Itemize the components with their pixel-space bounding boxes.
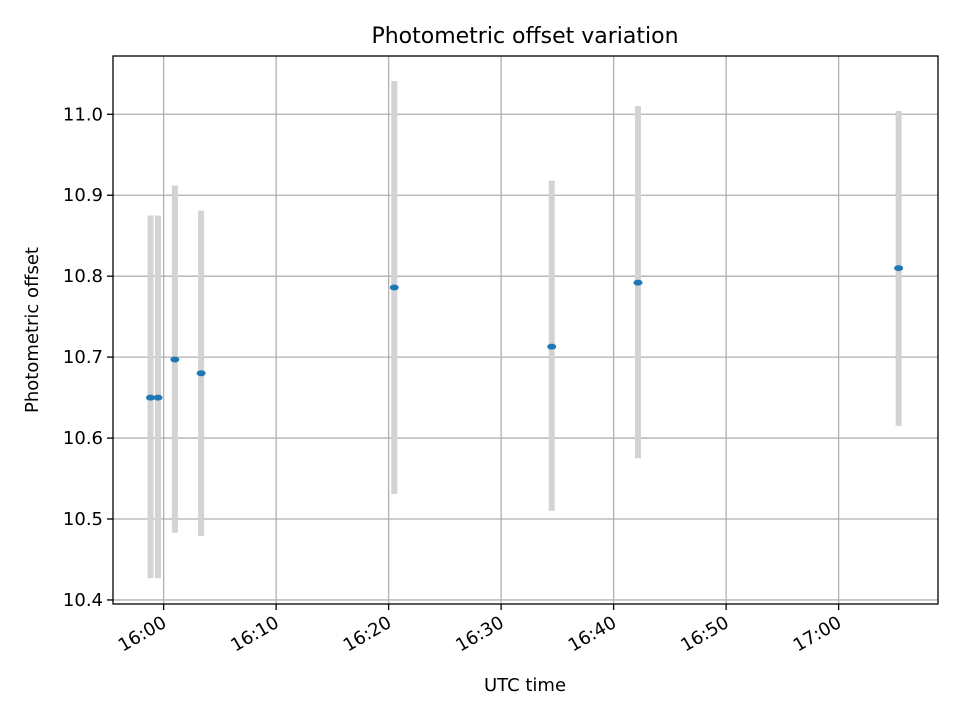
x-tick-label: 16:20 bbox=[340, 612, 395, 656]
data-points bbox=[146, 265, 904, 401]
y-tick-label: 10.8 bbox=[63, 266, 103, 287]
x-axis-label: UTC time bbox=[484, 675, 566, 696]
y-tick-label: 10.7 bbox=[63, 347, 103, 368]
y-tick-label: 10.6 bbox=[63, 428, 103, 449]
plot-frame bbox=[112, 55, 939, 605]
error-bars bbox=[147, 81, 902, 579]
y-tick-label: 11.0 bbox=[63, 104, 103, 125]
data-point bbox=[547, 343, 557, 350]
data-point bbox=[153, 394, 163, 401]
x-tick-label: 16:10 bbox=[227, 612, 282, 656]
data-point bbox=[633, 279, 643, 286]
data-point bbox=[170, 356, 180, 363]
grid bbox=[113, 56, 938, 604]
x-tick-label: 16:40 bbox=[565, 612, 620, 656]
chart-title: Photometric offset variation bbox=[371, 24, 678, 49]
y-axis-ticks: 10.4 10.5 10.6 10.7 10.8 10.9 11.0 bbox=[63, 104, 113, 611]
x-tick-label: 16:50 bbox=[677, 612, 732, 656]
y-axis-label: Photometric offset bbox=[22, 247, 43, 413]
y-tick-label: 10.4 bbox=[63, 590, 103, 611]
x-axis-ticks: 16:00 16:10 16:20 16:30 16:40 16:50 17:00 bbox=[115, 604, 845, 656]
x-tick-label: 16:00 bbox=[115, 612, 170, 656]
y-tick-label: 10.9 bbox=[63, 185, 103, 206]
x-tick-label: 17:00 bbox=[790, 612, 845, 656]
data-point bbox=[146, 394, 155, 401]
y-tick-label: 10.5 bbox=[63, 509, 103, 530]
data-point bbox=[894, 265, 904, 272]
data-point bbox=[389, 284, 399, 291]
x-tick-label: 16:30 bbox=[452, 612, 507, 656]
data-point bbox=[196, 370, 206, 377]
